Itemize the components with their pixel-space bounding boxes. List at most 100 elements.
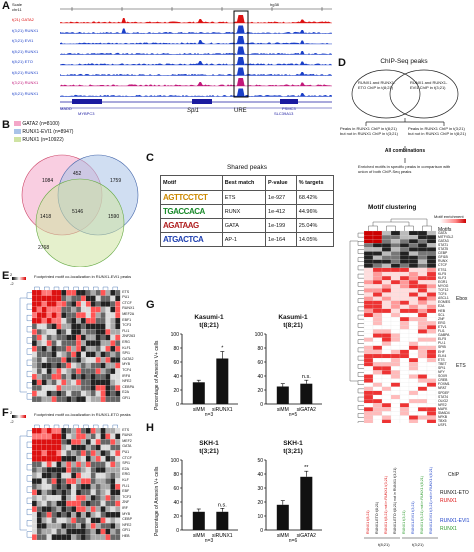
- heatmap-cell: [417, 390, 428, 396]
- heatmap-cell: [90, 295, 96, 302]
- heatmap-cell: [408, 247, 419, 252]
- heatmap-cell: [372, 259, 383, 264]
- heatmap-cell: [46, 511, 52, 518]
- heatmap-cell: [390, 362, 401, 367]
- heatmap-cell: [110, 345, 116, 352]
- pct-targets: 25.04%: [295, 218, 335, 233]
- heatmap-cell: [56, 439, 62, 445]
- heatmap-cell: [372, 382, 383, 387]
- heatmap-cell: [408, 411, 419, 416]
- heatmap-cell: [66, 396, 72, 403]
- g-right-n: n=5: [288, 412, 298, 418]
- heatmap-cell: [399, 345, 410, 350]
- heatmap-cell: [90, 511, 96, 518]
- heatmap-cell: [426, 288, 437, 293]
- signal-track: [60, 36, 332, 44]
- heatmap-cell: [399, 349, 410, 355]
- heatmap-cell: [110, 461, 116, 468]
- heatmap-cell: [90, 500, 96, 507]
- motif-row-label: MYB: [122, 362, 130, 367]
- heatmap-cell: [110, 439, 116, 445]
- heatmap-cell: [46, 351, 52, 358]
- heatmap-cell: [76, 528, 82, 535]
- heatmap-cell: [426, 366, 437, 371]
- heatmap-cell: [46, 534, 52, 541]
- heatmap-cell: [417, 247, 428, 252]
- heatmap-cell: [372, 308, 383, 314]
- heatmap-cell: [408, 386, 419, 391]
- heatmap-cell: [85, 489, 91, 496]
- heatmap-cell: [372, 345, 383, 350]
- heatmap-cell: [390, 235, 401, 240]
- heatmap-cell: [56, 461, 62, 468]
- heatmap-cell: [41, 444, 47, 451]
- heatmap-cell: [105, 351, 111, 358]
- heatmap-cell: [417, 362, 428, 367]
- heatmap-cell: [95, 517, 101, 524]
- heatmap-cell: [390, 230, 401, 236]
- heatmap-cell: [390, 382, 401, 387]
- heatmap-cell: [31, 483, 37, 490]
- heatmap-cell: [105, 396, 111, 403]
- heatmap-cell: [399, 329, 410, 334]
- heatmap-cell: [115, 483, 121, 490]
- heatmap-cell: [390, 358, 401, 363]
- heatmap-cell: [363, 337, 374, 342]
- motif-name: NFAT: [438, 386, 447, 391]
- heatmap-cell: [399, 255, 410, 260]
- heatmap-cell: [46, 472, 52, 479]
- heatmap-cell: [372, 312, 383, 318]
- heatmap-cell: [105, 340, 111, 347]
- heatmap-cell: [115, 534, 121, 541]
- venn-right-text: RUNX1 and RUNX1-EVI1 ChIP in t(3;21): [410, 80, 448, 90]
- heatmap-cell: [105, 495, 111, 501]
- heatmap-cell: [363, 366, 374, 371]
- heatmap-cell: [41, 334, 47, 341]
- heatmap-cell: [71, 306, 77, 313]
- heatmap-cell: [76, 306, 82, 313]
- heatmap-cell: [71, 340, 77, 347]
- table-row: AGATAAG GATA 1e-199 25.04%: [160, 218, 335, 233]
- heatmap-cell: [90, 390, 96, 397]
- signal-track: [60, 25, 332, 34]
- heatmap-cell: [381, 263, 392, 268]
- heatmap-cell: [381, 349, 392, 355]
- heatmap-cell: [417, 329, 428, 334]
- heatmap-cell: [100, 368, 106, 375]
- heatmap-cell: [372, 243, 383, 248]
- heatmap-cell: [381, 419, 392, 423]
- col-header: % targets: [295, 175, 335, 191]
- heatmap-cell: [61, 495, 67, 501]
- heatmap-cell: [36, 517, 42, 524]
- heatmap-cell: [399, 337, 410, 342]
- heatmap-cell: [51, 472, 57, 479]
- all-combinations-text: All combinations: [384, 148, 426, 154]
- heatmap-cell: [100, 312, 106, 319]
- heatmap-cell: [85, 500, 91, 507]
- heatmap-cell: [90, 523, 96, 529]
- heatmap-cell: [41, 472, 47, 479]
- heatmap-cell: [41, 489, 47, 496]
- heatmap-cell: [381, 329, 392, 334]
- heatmap-cell: [372, 230, 383, 236]
- heatmap-cell: [372, 362, 383, 367]
- heatmap-cell: [426, 300, 437, 305]
- heatmap-cell: [41, 340, 47, 347]
- heatmap-cell: [372, 300, 383, 305]
- heatmap-cell: [100, 289, 106, 296]
- heatmap-cell: [85, 467, 91, 473]
- heatmap-cell: [66, 340, 72, 347]
- heatmap-cell: [76, 351, 82, 358]
- p-value: 1e-927: [265, 190, 297, 205]
- heatmap-cell: [90, 345, 96, 352]
- heatmap-cell: [399, 296, 410, 301]
- heatmap-cell: [399, 230, 410, 236]
- heatmap-cell: [31, 345, 37, 352]
- heatmap-cell: [61, 373, 67, 380]
- heatmap-cell: [36, 351, 42, 358]
- heatmap-cell: [372, 353, 383, 359]
- heatmap-cell: [95, 396, 101, 403]
- venn-evi1-only: 1759: [110, 178, 122, 184]
- heatmap-cell: [31, 340, 37, 347]
- heatmap-cell: [80, 461, 86, 468]
